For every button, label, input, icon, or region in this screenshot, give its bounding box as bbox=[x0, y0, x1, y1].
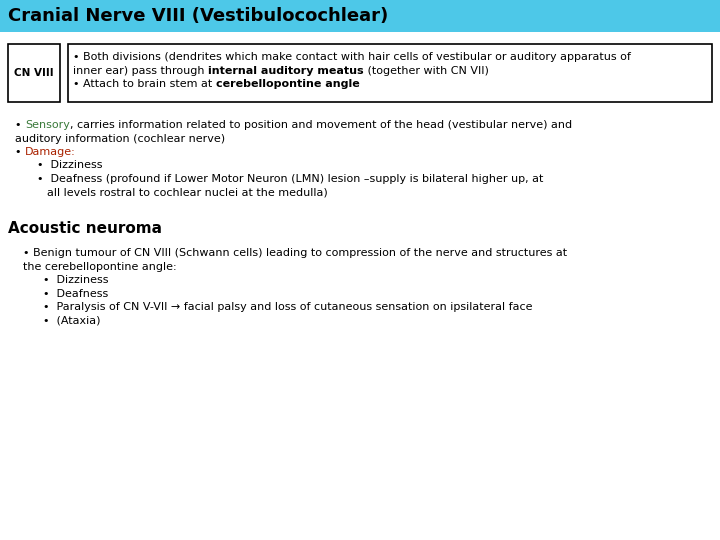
FancyBboxPatch shape bbox=[0, 0, 720, 32]
Text: auditory information (cochlear nerve): auditory information (cochlear nerve) bbox=[15, 133, 225, 144]
Text: all levels rostral to cochlear nuclei at the medulla): all levels rostral to cochlear nuclei at… bbox=[47, 187, 328, 198]
Text: •  Deafness: • Deafness bbox=[43, 289, 108, 299]
Text: CN VIII: CN VIII bbox=[14, 68, 54, 78]
FancyBboxPatch shape bbox=[0, 32, 720, 540]
Text: Acoustic neuroma: Acoustic neuroma bbox=[8, 221, 162, 237]
Text: , carries information related to position and movement of the head (vestibular n: , carries information related to positio… bbox=[70, 120, 572, 130]
Text: cerebellopontine angle: cerebellopontine angle bbox=[216, 79, 359, 89]
FancyBboxPatch shape bbox=[68, 44, 712, 102]
Text: • Both divisions (dendrites which make contact with hair cells of vestibular or : • Both divisions (dendrites which make c… bbox=[73, 52, 631, 62]
Text: •  Dizziness: • Dizziness bbox=[43, 275, 109, 285]
FancyBboxPatch shape bbox=[8, 44, 60, 102]
Text: •: • bbox=[15, 120, 25, 130]
Text: •: • bbox=[15, 147, 25, 157]
Text: •  Paralysis of CN V-VII → facial palsy and loss of cutaneous sensation on ipsil: • Paralysis of CN V-VII → facial palsy a… bbox=[43, 302, 533, 312]
Text: • Benign tumour of CN VIII (Schwann cells) leading to compression of the nerve a: • Benign tumour of CN VIII (Schwann cell… bbox=[23, 248, 567, 258]
Text: (together with CN VII): (together with CN VII) bbox=[364, 65, 488, 76]
Text: • Attach to brain stem at: • Attach to brain stem at bbox=[73, 79, 216, 89]
Text: the cerebellopontine angle:: the cerebellopontine angle: bbox=[23, 262, 176, 272]
Text: •  Dizziness: • Dizziness bbox=[37, 160, 102, 171]
Text: •  (Ataxia): • (Ataxia) bbox=[43, 316, 101, 326]
Text: Damage:: Damage: bbox=[25, 147, 76, 157]
Text: internal auditory meatus: internal auditory meatus bbox=[208, 65, 364, 76]
Text: Sensory: Sensory bbox=[25, 120, 70, 130]
Text: Cranial Nerve VIII (Vestibulocochlear): Cranial Nerve VIII (Vestibulocochlear) bbox=[8, 7, 388, 25]
Text: inner ear) pass through: inner ear) pass through bbox=[73, 65, 208, 76]
Text: •  Deafness (profound if Lower Motor Neuron (LMN) lesion –supply is bilateral hi: • Deafness (profound if Lower Motor Neur… bbox=[37, 174, 544, 184]
